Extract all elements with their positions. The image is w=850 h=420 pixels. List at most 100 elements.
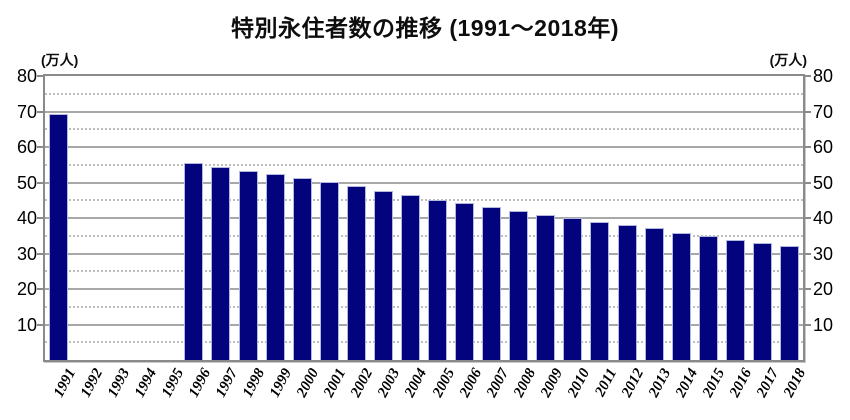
bar-2000 bbox=[292, 178, 312, 360]
x-axis-label-2013: 2013 bbox=[646, 366, 675, 400]
bar-2015 bbox=[698, 236, 718, 360]
bar-2016 bbox=[725, 240, 745, 360]
gridline-minor bbox=[45, 128, 803, 131]
y-axis-left-label-40: 40 bbox=[16, 208, 37, 228]
y-axis-unit-left: (万人) bbox=[41, 52, 79, 68]
y-axis-right-label-10: 10 bbox=[813, 314, 834, 335]
x-axis-label-1993: 1993 bbox=[104, 366, 133, 400]
bar-2014 bbox=[671, 233, 691, 360]
bar-1996 bbox=[184, 163, 204, 360]
x-axis-label-1997: 1997 bbox=[212, 366, 242, 400]
gridline-minor bbox=[45, 199, 803, 202]
x-axis-label-1999: 1999 bbox=[267, 366, 296, 400]
plot-area bbox=[43, 74, 805, 362]
y-axis-right-label-40: 40 bbox=[813, 208, 834, 228]
right-tick-20 bbox=[805, 288, 811, 290]
gridline-minor bbox=[45, 92, 803, 95]
x-axis-label-2007: 2007 bbox=[483, 366, 512, 400]
x-axis-label-2009: 2009 bbox=[537, 366, 566, 400]
gridline-major bbox=[45, 252, 803, 255]
y-axis-left-label-50: 50 bbox=[16, 172, 37, 193]
bar-2006 bbox=[455, 203, 475, 360]
x-axis-label-1998: 1998 bbox=[239, 366, 269, 400]
gridline-minor bbox=[45, 305, 803, 308]
left-tick-50 bbox=[37, 181, 43, 184]
bar-1991 bbox=[49, 114, 69, 360]
gridline-major bbox=[45, 323, 803, 326]
x-axis-label-2004: 2004 bbox=[402, 366, 431, 400]
y-axis-right-label-30: 30 bbox=[813, 243, 834, 264]
bar-2012 bbox=[617, 225, 637, 360]
bar-2017 bbox=[752, 243, 772, 360]
y-axis-left-label-80: 80 bbox=[16, 66, 37, 86]
bar-2003 bbox=[373, 191, 393, 360]
y-axis-unit-right: (万人) bbox=[769, 52, 807, 68]
bar-2009 bbox=[536, 215, 556, 360]
y-axis-right-label-50: 50 bbox=[813, 172, 834, 193]
x-axis-label-2003: 2003 bbox=[375, 366, 404, 400]
gridline-major bbox=[45, 288, 803, 290]
gridline-minor bbox=[45, 341, 803, 344]
x-axis-label-2008: 2008 bbox=[510, 366, 539, 400]
x-axis-label-2011: 2011 bbox=[592, 366, 621, 400]
bar-2011 bbox=[590, 222, 610, 360]
x-axis-label-1996: 1996 bbox=[185, 366, 215, 400]
bar-2010 bbox=[563, 218, 583, 360]
bar-2007 bbox=[482, 207, 502, 360]
left-tick-40 bbox=[37, 217, 43, 219]
bar-2018 bbox=[779, 246, 799, 360]
left-tick-20 bbox=[37, 288, 43, 290]
y-axis-left-label-30: 30 bbox=[16, 243, 37, 264]
gridline-minor bbox=[45, 234, 803, 237]
y-axis-left-label-10: 10 bbox=[16, 314, 37, 335]
x-axis-label-2002: 2002 bbox=[348, 366, 377, 400]
left-tick-10 bbox=[37, 323, 43, 326]
x-axis-label-2018: 2018 bbox=[781, 366, 810, 400]
y-axis-right-label-60: 60 bbox=[813, 137, 834, 157]
bar-2013 bbox=[644, 228, 664, 360]
bar-2001 bbox=[319, 182, 339, 360]
bar-2004 bbox=[400, 195, 420, 360]
right-tick-50 bbox=[805, 181, 811, 184]
y-axis-right-label-20: 20 bbox=[813, 279, 834, 299]
x-axis-label-1992: 1992 bbox=[77, 366, 106, 400]
x-axis-label-2012: 2012 bbox=[618, 366, 648, 400]
right-tick-80 bbox=[805, 75, 811, 77]
right-tick-30 bbox=[805, 252, 811, 255]
x-axis-label-2014: 2014 bbox=[673, 366, 702, 400]
y-axis-left-label-70: 70 bbox=[16, 101, 37, 122]
y-axis-left-label-60: 60 bbox=[16, 137, 37, 157]
right-tick-40 bbox=[805, 217, 811, 219]
x-axis-label-1994: 1994 bbox=[131, 366, 160, 400]
x-axis-label-2000: 2000 bbox=[294, 366, 323, 400]
x-axis-label-2005: 2005 bbox=[429, 366, 458, 400]
gridline-major bbox=[45, 217, 803, 219]
x-axis-label-1991: 1991 bbox=[50, 366, 79, 400]
bar-1998 bbox=[238, 171, 258, 360]
left-tick-30 bbox=[37, 252, 43, 255]
x-axis-label-2016: 2016 bbox=[727, 366, 756, 400]
gridline-major bbox=[45, 110, 803, 113]
y-axis-right-label-80: 80 bbox=[813, 66, 834, 86]
gridline-major bbox=[45, 146, 803, 148]
gridline-minor bbox=[45, 163, 803, 166]
right-tick-70 bbox=[805, 110, 811, 113]
left-tick-70 bbox=[37, 110, 43, 113]
bar-2008 bbox=[509, 211, 529, 360]
bar-1997 bbox=[211, 167, 231, 360]
left-tick-60 bbox=[37, 146, 43, 148]
bar-2005 bbox=[428, 200, 448, 360]
x-axis-label-1995: 1995 bbox=[158, 366, 187, 400]
chart-title: 特別永住者数の推移 (1991〜2018年) bbox=[230, 15, 620, 41]
y-axis-right-label-70: 70 bbox=[813, 101, 834, 122]
x-axis-label-2017: 2017 bbox=[754, 366, 783, 400]
right-tick-60 bbox=[805, 146, 811, 148]
bar-2002 bbox=[346, 186, 366, 360]
left-tick-80 bbox=[37, 75, 43, 77]
y-axis-left-label-20: 20 bbox=[16, 279, 37, 299]
x-axis-label-2015: 2015 bbox=[700, 366, 729, 400]
x-axis-label-2010: 2010 bbox=[564, 366, 594, 400]
gridline-major bbox=[45, 181, 803, 184]
x-axis-label-2001: 2001 bbox=[321, 366, 350, 400]
